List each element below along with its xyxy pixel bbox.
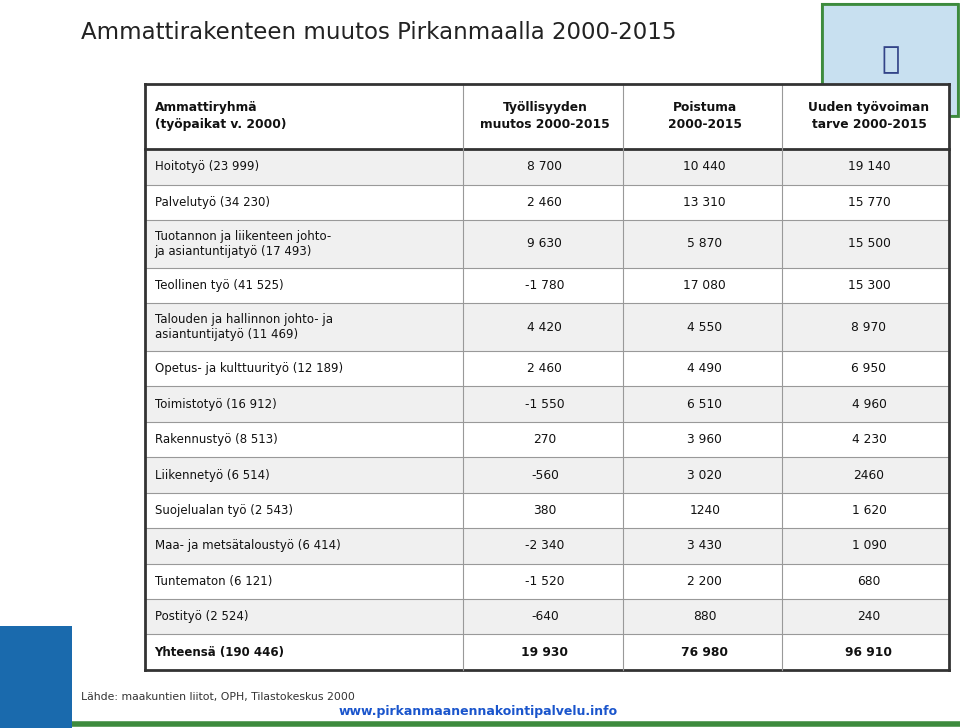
FancyBboxPatch shape [145,220,949,268]
Text: 15 770: 15 770 [848,196,890,209]
Text: 240: 240 [857,610,880,623]
Text: Ammattirakenteen muutos Pirkanmaalla 2000-2015: Ammattirakenteen muutos Pirkanmaalla 200… [81,21,677,44]
Text: 19 930: 19 930 [521,646,568,659]
Text: -560: -560 [531,469,559,481]
FancyBboxPatch shape [145,304,949,351]
Text: Liikennetyö (6 514): Liikennetyö (6 514) [155,469,270,481]
Text: 96 910: 96 910 [846,646,893,659]
Text: Tuotannon ja liikenteen johto-
ja asiantuntijatyö (17 493): Tuotannon ja liikenteen johto- ja asiant… [155,230,331,258]
Text: 2 460: 2 460 [527,196,563,209]
Text: 3 430: 3 430 [687,539,722,553]
Text: 15 500: 15 500 [848,237,891,250]
Text: www.pirkanmaanennakointipalvelu.info: www.pirkanmaanennakointipalvelu.info [338,705,617,719]
Text: 4 490: 4 490 [687,363,722,375]
FancyBboxPatch shape [145,563,949,599]
Text: Palvelutyö (34 230): Palvelutyö (34 230) [155,196,270,209]
FancyBboxPatch shape [145,634,949,670]
Text: -1 550: -1 550 [525,397,564,411]
FancyBboxPatch shape [145,351,949,387]
Text: 4 420: 4 420 [527,320,563,333]
Text: 2460: 2460 [853,469,884,481]
Text: Talouden ja hallinnon johto- ja
asiantuntijatyö (11 469): Talouden ja hallinnon johto- ja asiantun… [155,313,332,341]
FancyBboxPatch shape [823,4,958,116]
Text: 5 870: 5 870 [687,237,722,250]
Text: Ammattiryhmä
(työpaikat v. 2000): Ammattiryhmä (työpaikat v. 2000) [155,101,286,132]
Text: Hoitotyö (23 999): Hoitotyö (23 999) [155,160,258,173]
Text: 680: 680 [857,574,880,587]
Text: 4 550: 4 550 [687,320,722,333]
Text: 380: 380 [533,504,557,517]
Text: Lähde: maakuntien liitot, OPH, Tilastokeskus 2000: Lähde: maakuntien liitot, OPH, Tilastoke… [81,692,355,702]
Text: 270: 270 [533,433,557,446]
Text: 17 080: 17 080 [684,279,726,292]
Text: 8 700: 8 700 [527,160,563,173]
FancyBboxPatch shape [145,599,949,634]
FancyBboxPatch shape [145,387,949,422]
Text: Toimistotyö (16 912): Toimistotyö (16 912) [155,397,276,411]
FancyBboxPatch shape [145,528,949,563]
Text: 8 970: 8 970 [852,320,886,333]
Text: 15 300: 15 300 [848,279,890,292]
Text: -1 520: -1 520 [525,574,564,587]
Text: Rakennustyö (8 513): Rakennustyö (8 513) [155,433,277,446]
Text: 3 020: 3 020 [687,469,722,481]
Text: Työvoima- ja elinkeinokeskus: Työvoima- ja elinkeinokeskus [29,207,43,448]
Text: 2 200: 2 200 [687,574,722,587]
Text: 1 620: 1 620 [852,504,886,517]
FancyBboxPatch shape [145,185,949,220]
Text: 4 960: 4 960 [852,397,886,411]
Text: 3 960: 3 960 [687,433,722,446]
Text: 9 630: 9 630 [527,237,563,250]
Text: 19 140: 19 140 [848,160,890,173]
Text: Poistuma
2000-2015: Poistuma 2000-2015 [668,101,742,132]
Text: Teollinen työ (41 525): Teollinen työ (41 525) [155,279,283,292]
FancyBboxPatch shape [0,626,72,728]
Text: 6 510: 6 510 [687,397,722,411]
Text: Postityö (2 524): Postityö (2 524) [155,610,248,623]
Text: Uuden työvoiman
tarve 2000-2015: Uuden työvoiman tarve 2000-2015 [808,101,929,132]
Text: 1 090: 1 090 [852,539,886,553]
Text: 1240: 1240 [689,504,720,517]
Text: Yhteensä (190 446): Yhteensä (190 446) [155,646,284,659]
Text: -2 340: -2 340 [525,539,564,553]
FancyBboxPatch shape [145,149,949,185]
Text: Tuntematon (6 121): Tuntematon (6 121) [155,574,272,587]
Text: Maa- ja metsätaloustyö (6 414): Maa- ja metsätaloustyö (6 414) [155,539,341,553]
Text: -640: -640 [531,610,559,623]
Text: 4 230: 4 230 [852,433,886,446]
Text: 🧘: 🧘 [881,46,900,74]
FancyBboxPatch shape [145,268,949,304]
Text: 76 980: 76 980 [682,646,729,659]
Text: 13 310: 13 310 [684,196,726,209]
Text: 2 460: 2 460 [527,363,563,375]
Text: 10 440: 10 440 [684,160,726,173]
FancyBboxPatch shape [145,493,949,528]
Text: Suojelualan työ (2 543): Suojelualan työ (2 543) [155,504,293,517]
FancyBboxPatch shape [145,457,949,493]
FancyBboxPatch shape [145,422,949,457]
Text: -1 780: -1 780 [525,279,564,292]
Text: Työllisyyden
muutos 2000-2015: Työllisyyden muutos 2000-2015 [480,101,610,132]
FancyBboxPatch shape [145,84,949,149]
Text: 880: 880 [693,610,716,623]
Text: 6 950: 6 950 [852,363,886,375]
Text: Opetus- ja kulttuurityö (12 189): Opetus- ja kulttuurityö (12 189) [155,363,343,375]
